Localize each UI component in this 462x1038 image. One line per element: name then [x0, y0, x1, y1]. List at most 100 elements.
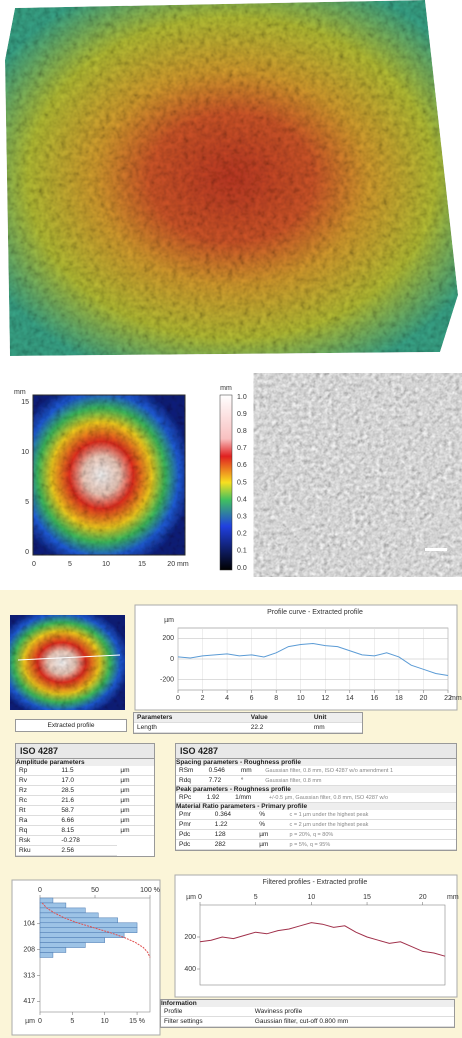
- x-tick-label: 0: [176, 695, 180, 702]
- cell: µm: [117, 816, 154, 826]
- cell: Rt: [16, 806, 58, 816]
- bar: [40, 938, 105, 943]
- surface-3d: [5, 0, 458, 356]
- x-tick-label: 20: [420, 695, 428, 702]
- y-tick-label: 10: [21, 449, 29, 456]
- y-tick-label: 400: [184, 966, 196, 973]
- colorbar-tick: 0.2: [237, 531, 247, 538]
- cell: %: [256, 820, 286, 830]
- cell: 1/mm: [232, 793, 266, 803]
- row: Pmr0.364%c = 1 µm under the highest peak: [176, 810, 456, 820]
- colorbar-tick: 0.6: [237, 462, 247, 469]
- cell: Gaussian filter, cut-off 0.800 mm: [252, 1017, 454, 1027]
- colorbar-tick: 0.5: [237, 479, 247, 486]
- cell: µm: [117, 766, 154, 776]
- table: Rp11.5µmRv17.0µmRz28.5µmRc21.6µmRt58.7µm…: [16, 766, 154, 856]
- x-tick-label: 12: [321, 695, 329, 702]
- colorbar-tick: 0.8: [237, 428, 247, 435]
- row: Rz28.5µm: [16, 786, 154, 796]
- cell: Gaussian filter, 0.8 mm: [262, 776, 456, 786]
- row: Rsk-0.278: [16, 836, 154, 846]
- colorbar-tick: 0.1: [237, 548, 247, 555]
- x-tick-label: 14: [346, 695, 354, 702]
- cell: 1.92: [204, 793, 232, 803]
- cell: Ra: [16, 816, 58, 826]
- cell: µm: [117, 826, 154, 836]
- bar: [40, 913, 98, 918]
- cell: µm: [117, 786, 154, 796]
- x-axis-label: mm: [450, 695, 462, 702]
- cell: Rp: [16, 766, 58, 776]
- x-tick-label: 10: [297, 695, 305, 702]
- x2-tick-label: 0: [38, 887, 42, 894]
- cell: Rc: [16, 796, 58, 806]
- scale-bar: [425, 548, 447, 551]
- cell: Gaussian filter, 0.8 mm, ISO 4287 w/o am…: [262, 766, 456, 776]
- cell: Rv: [16, 776, 58, 786]
- y-axis-label: µm: [164, 617, 174, 624]
- cell: µm: [256, 830, 286, 840]
- height-map: [33, 395, 185, 555]
- cell: Unit: [311, 713, 362, 723]
- figure: mm15105005101520 mmmm1.00.90.80.70.60.50…: [0, 0, 462, 1038]
- x-tick-label: 5: [68, 561, 72, 568]
- chart-title: Profile curve - Extracted profile: [267, 609, 363, 616]
- information: InformationProfileWaviness profileFilter…: [160, 999, 455, 1028]
- cell: 1.22: [212, 820, 256, 830]
- row: Rc21.6µm: [16, 796, 154, 806]
- x2-tick-label: 50: [91, 887, 99, 894]
- colorbar-tick: 0.0: [237, 565, 247, 572]
- page: mm15105005101520 mmmm1.00.90.80.70.60.50…: [0, 0, 462, 1038]
- colorbar-unit: mm: [220, 385, 232, 392]
- cell: mm: [238, 766, 262, 776]
- cell: µm: [256, 840, 286, 850]
- cell: 0.364: [212, 810, 256, 820]
- x-tick-label: 16: [370, 695, 378, 702]
- cell: 2.56: [58, 846, 117, 856]
- x-tick-label: 6: [250, 695, 254, 702]
- y-tick-label: 104: [23, 921, 35, 928]
- cell: 6.66: [58, 816, 117, 826]
- cell: Rz: [16, 786, 58, 796]
- bar: [40, 918, 118, 923]
- x-tick-label: 10: [101, 1018, 109, 1025]
- cell: Length: [134, 723, 248, 733]
- cell: µm: [117, 796, 154, 806]
- cell: 8.15: [58, 826, 117, 836]
- y-tick-label: 417: [23, 998, 35, 1005]
- section-heading: Peak parameters - Roughness profile: [176, 786, 456, 793]
- cell: 0.546: [206, 766, 238, 776]
- x-axis-label: mm: [447, 894, 459, 901]
- x-tick-label: 0: [32, 561, 36, 568]
- cell: RSm: [176, 766, 206, 776]
- cell: +/-0.5 µm, Gaussian filter, 0.8 mm, ISO …: [266, 793, 456, 803]
- cell: 7.72: [206, 776, 238, 786]
- x-tick-label: 0: [198, 894, 202, 901]
- cell: mm: [311, 723, 362, 733]
- cell: Rdq: [176, 776, 206, 786]
- y-tick-label: 0: [170, 656, 174, 663]
- section-heading: Amplitude parameters: [16, 759, 154, 766]
- bar: [40, 948, 66, 953]
- y-tick-label: 200: [184, 934, 196, 941]
- x-tick-label: 0: [38, 1018, 42, 1025]
- cell: Pdc: [176, 840, 212, 850]
- x-tick-label: 18: [395, 695, 403, 702]
- colorbar-tick: 0.7: [237, 445, 247, 452]
- cell: %: [256, 810, 286, 820]
- bar: [40, 903, 66, 908]
- x-tick-label: 15: [138, 561, 146, 568]
